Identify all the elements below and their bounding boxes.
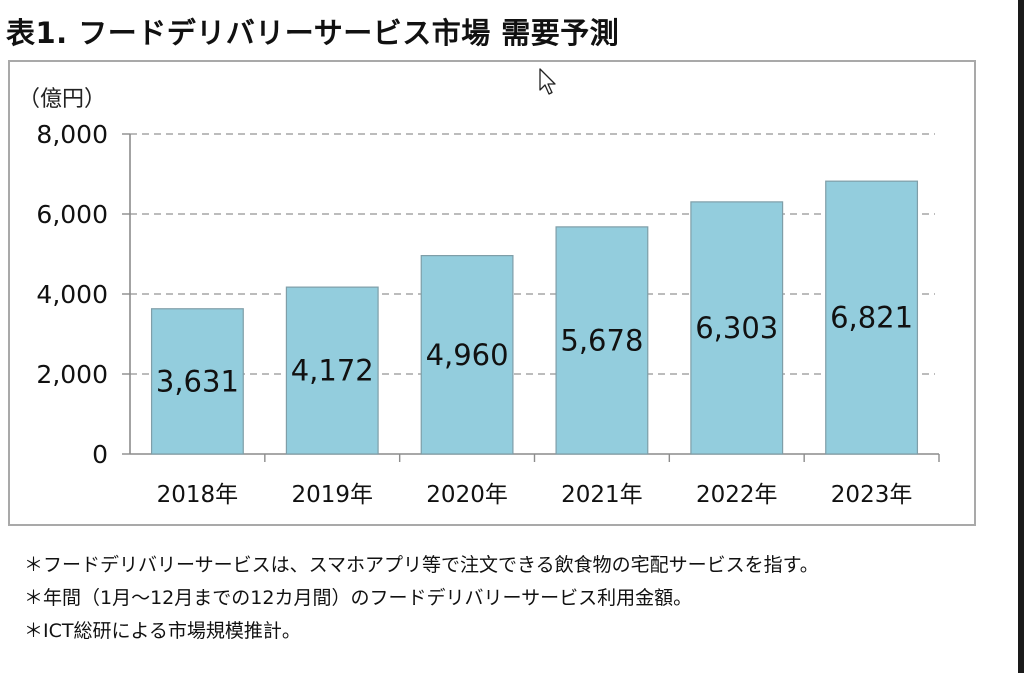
data-label: 5,678 (560, 323, 643, 357)
footnote-source: ＊ICT総研による市場規模推計。 (24, 620, 301, 642)
bar (420, 255, 514, 455)
window-right-edge (1018, 0, 1024, 673)
mouse-pointer-icon (539, 68, 556, 95)
bar (690, 201, 784, 455)
chart-frame: （億円） 0 2,000 4,000 6,000 8,000 3,631 2018年 4,172… (8, 60, 976, 526)
y-axis-unit-label: （億円） (18, 87, 106, 112)
data-label: 4,172 (291, 354, 374, 388)
x-tick-label: 2019年 (291, 482, 373, 508)
data-label: 6,821 (830, 301, 913, 335)
x-tick-label: 2022年 (696, 482, 778, 508)
bar (825, 180, 919, 455)
bar (150, 308, 244, 455)
y-tick-label: 8,000 (36, 120, 108, 149)
footnotes: ＊フードデリバリーサービスは、スマホアプリ等で注文できる飲食物の宅配サービスを指… (24, 549, 819, 648)
data-label: 3,631 (156, 364, 239, 398)
bar (285, 286, 379, 455)
x-tick-label: 2020年 (426, 482, 508, 508)
y-tick-label: 0 (92, 440, 108, 469)
page-title: 表1. フードデリバリーサービス市場 需要予測 (6, 16, 620, 50)
data-label: 6,303 (695, 311, 778, 345)
footnote-period: ＊年間（1月～12月までの12カ月間）のフードデリバリーサービス利用金額。 (24, 587, 693, 609)
x-tick-label: 2018年 (157, 482, 239, 508)
y-tick-label: 2,000 (36, 360, 108, 389)
footnote-definition: ＊フードデリバリーサービスは、スマホアプリ等で注文できる飲食物の宅配サービスを指… (24, 554, 819, 576)
bar-chart: （億円） 0 2,000 4,000 6,000 8,000 3,631 2018年 4,172… (18, 87, 940, 508)
data-label: 4,960 (426, 338, 509, 372)
bar (555, 226, 649, 455)
y-tick-label: 4,000 (36, 280, 108, 309)
x-tick-label: 2023年 (831, 482, 913, 508)
y-tick-label: 6,000 (36, 200, 108, 229)
x-tick-label: 2021年 (561, 482, 643, 508)
